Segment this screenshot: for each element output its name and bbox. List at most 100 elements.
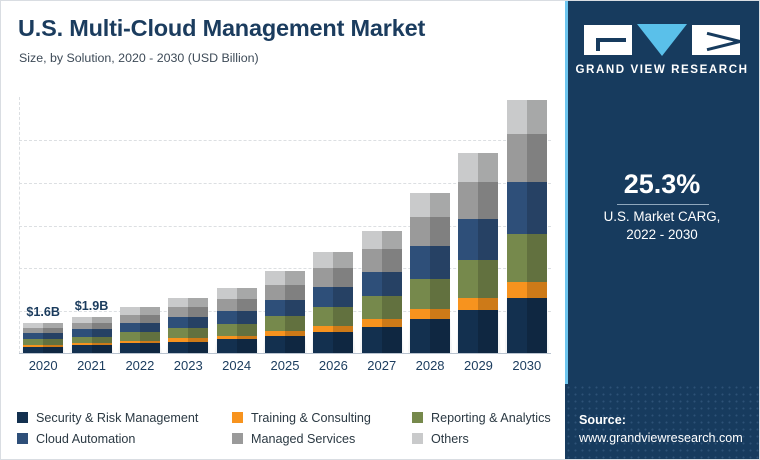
bar-segment[interactable]: [23, 346, 64, 353]
bar-segment[interactable]: [410, 308, 451, 319]
bar-segment-shading: [526, 134, 547, 182]
bar-segment[interactable]: [216, 288, 257, 299]
bar-segment[interactable]: [313, 286, 354, 307]
bar-column[interactable]: [361, 231, 402, 353]
bar-segment[interactable]: [23, 327, 64, 334]
bar-segment-shading: [285, 284, 305, 300]
bar-segment[interactable]: [458, 153, 499, 183]
bar-column[interactable]: [119, 307, 160, 353]
bar-segment[interactable]: [265, 284, 305, 300]
bar-segment[interactable]: [506, 181, 547, 235]
cagr-caption-line-2: 2022 - 2030: [626, 227, 698, 242]
bar-segment[interactable]: [265, 335, 305, 353]
bar-segment[interactable]: [216, 335, 257, 340]
bar-column[interactable]: [216, 288, 257, 353]
bar-segment[interactable]: [71, 329, 112, 337]
bar-segment[interactable]: [119, 340, 160, 344]
bar-segment[interactable]: [361, 271, 402, 297]
bar-segment[interactable]: [216, 339, 257, 353]
bar-segment[interactable]: [119, 314, 160, 324]
bar-segment[interactable]: [168, 341, 209, 353]
bar-segment-shading: [381, 319, 402, 327]
x-axis-tick-labels: 2020 2021 2022 2023 2024 2025 2026 2027 2028 2029…: [19, 358, 551, 380]
bar-segment[interactable]: [265, 271, 305, 285]
bar-segment[interactable]: [313, 325, 354, 332]
legend-item-managed-services[interactable]: Managed Services: [232, 428, 412, 449]
bar-segment[interactable]: [361, 248, 402, 272]
bar-segment[interactable]: [506, 134, 547, 182]
bar-segment[interactable]: [361, 319, 402, 327]
bar-segment[interactable]: [168, 297, 209, 307]
bar-segment[interactable]: [506, 281, 547, 298]
legend-item-reporting-analytics[interactable]: Reporting & Analytics: [412, 407, 562, 428]
bar-segment[interactable]: [119, 332, 160, 341]
bar-segment[interactable]: [23, 344, 64, 347]
bar-segment-shading: [139, 314, 160, 324]
bar-segment[interactable]: [265, 331, 305, 336]
legend-swatch-icon: [232, 412, 243, 423]
legend-item-security-risk-management[interactable]: Security & Risk Management: [17, 407, 232, 428]
bar-segment[interactable]: [23, 333, 64, 340]
legend-item-label: Training & Consulting: [251, 410, 371, 425]
bar-column[interactable]: [71, 316, 112, 353]
bar-segment[interactable]: [265, 299, 305, 317]
bar-segment[interactable]: [23, 322, 64, 328]
bar-segment[interactable]: [168, 317, 209, 329]
bar-segment[interactable]: [216, 310, 257, 324]
bar-segment[interactable]: [410, 216, 451, 247]
bar-segment[interactable]: [506, 297, 547, 353]
bar-segment[interactable]: [216, 298, 257, 311]
bar-segment[interactable]: [119, 307, 160, 315]
bar-column[interactable]: [313, 252, 354, 353]
bar-segment-shading: [188, 306, 209, 318]
bar-column[interactable]: [23, 322, 64, 353]
bar-segment[interactable]: [168, 338, 209, 342]
bar-segment[interactable]: [71, 343, 112, 346]
bar-segment[interactable]: [168, 306, 209, 318]
bar-column[interactable]: [458, 153, 499, 353]
bar-segment[interactable]: [71, 336, 112, 344]
bar-segment[interactable]: [313, 268, 354, 287]
bar-segment[interactable]: [216, 323, 257, 336]
bar-segment[interactable]: [458, 182, 499, 220]
bar-segment[interactable]: [71, 316, 112, 323]
bar-segment[interactable]: [458, 297, 499, 311]
bar-column[interactable]: [410, 193, 451, 353]
bar-segment-shading: [139, 307, 160, 315]
bar-segment[interactable]: [313, 331, 354, 353]
bar-segment[interactable]: [410, 193, 451, 217]
legend-row: Security & Risk Management Training & Co…: [17, 407, 562, 428]
bar-column[interactable]: [265, 271, 305, 353]
bar-segment[interactable]: [506, 99, 547, 135]
bar-segment[interactable]: [71, 322, 112, 330]
bar-column[interactable]: [168, 297, 209, 353]
bar-segment-shading: [478, 219, 499, 261]
legend-item-others[interactable]: Others: [412, 428, 562, 449]
bar-segment[interactable]: [119, 323, 160, 333]
bar-segment[interactable]: [71, 345, 112, 353]
bar-segment-shading: [381, 248, 402, 272]
bar-segment[interactable]: [410, 278, 451, 309]
bar-segment[interactable]: [361, 296, 402, 320]
bar-segment-shading: [43, 344, 64, 347]
bar-segment[interactable]: [506, 234, 547, 282]
bar-segment[interactable]: [458, 310, 499, 353]
bar-segment-shading: [285, 335, 305, 353]
gridline: [19, 225, 551, 227]
bar-segment[interactable]: [361, 326, 402, 353]
bar-segment[interactable]: [168, 328, 209, 339]
bar-segment[interactable]: [410, 246, 451, 279]
source-url[interactable]: www.grandviewresearch.com: [579, 431, 743, 445]
bar-segment[interactable]: [458, 260, 499, 298]
bar-segment[interactable]: [23, 339, 64, 345]
bar-segment[interactable]: [458, 219, 499, 261]
bar-segment[interactable]: [313, 252, 354, 269]
bar-segment[interactable]: [313, 306, 354, 326]
bar-segment[interactable]: [119, 343, 160, 353]
bar-column[interactable]: [506, 99, 547, 353]
bar-segment[interactable]: [265, 316, 305, 332]
legend-item-training-consulting[interactable]: Training & Consulting: [232, 407, 412, 428]
bar-segment[interactable]: [410, 318, 451, 353]
legend-item-cloud-automation[interactable]: Cloud Automation: [17, 428, 232, 449]
bar-segment[interactable]: [361, 231, 402, 249]
